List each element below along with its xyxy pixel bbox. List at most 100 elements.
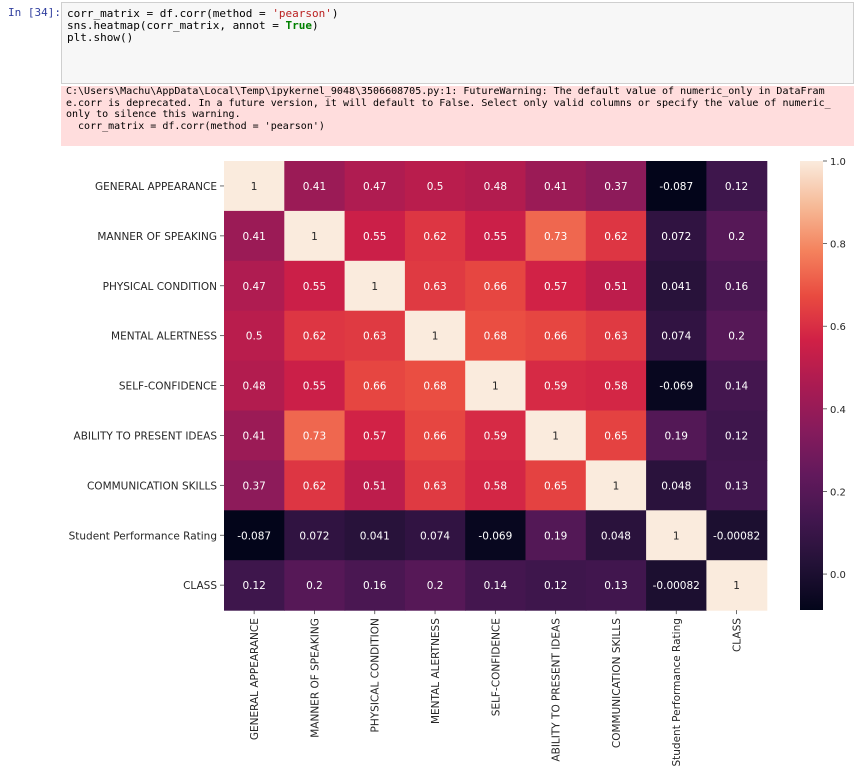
cell-annotation: 0.13 <box>604 580 627 592</box>
cell-annotation: 0.48 <box>484 181 507 193</box>
column-label: CLASS <box>732 618 744 652</box>
warning-line: e.corr is deprecated. In a future versio… <box>66 97 831 109</box>
cell-annotation: 0.68 <box>423 381 446 393</box>
heatmap-cell <box>525 360 587 412</box>
cell-annotation: 1 <box>613 480 620 492</box>
heatmap-cell <box>525 210 587 262</box>
warning-line: C:\Users\Machu\AppData\Local\Temp\ipyker… <box>66 86 825 97</box>
heatmap-cell <box>344 560 406 611</box>
cell-annotation: 0.5 <box>427 181 444 193</box>
warning-output: C:\Users\Machu\AppData\Local\Temp\ipyker… <box>61 86 854 146</box>
cell-annotation: 0.12 <box>725 430 748 442</box>
heatmap-cell <box>465 210 527 262</box>
row-label: COMMUNICATION SKILLS <box>87 480 217 492</box>
cell-annotation: 0.55 <box>484 231 507 243</box>
colorbar: 0.0 0.2 0.4 0.6 0.8 1.0 <box>800 157 846 610</box>
heatmap-cell <box>525 410 587 461</box>
heatmap-cell <box>465 510 527 561</box>
heatmap-cell <box>224 360 285 412</box>
code-token: plt.show() <box>67 31 134 44</box>
heatmap-cell <box>706 410 768 461</box>
heatmap-cell <box>706 560 768 611</box>
cell-annotation: 0.41 <box>242 231 265 243</box>
heatmap-cell <box>284 510 346 561</box>
cell-annotation: 0.65 <box>544 480 567 492</box>
heatmap-cell <box>646 560 707 611</box>
code-line: sns.heatmap(corr_matrix, annot = True) <box>67 20 848 32</box>
warning-line: corr_matrix = df.corr(method = 'pearson'… <box>66 120 325 132</box>
colorbar-gradient <box>800 161 823 610</box>
cell-annotation: 0.2 <box>427 580 444 592</box>
cell-annotation: 0.51 <box>604 281 627 293</box>
cell-annotation: 1 <box>492 381 499 393</box>
heatmap-cell <box>646 310 707 362</box>
cell-annotation: 0.12 <box>242 580 265 592</box>
cell-annotation: 0.072 <box>661 231 691 243</box>
heatmap-cell <box>284 560 346 611</box>
cell-annotation: 0.41 <box>544 181 567 193</box>
heatmap-cell <box>646 210 707 262</box>
cell-annotation: 0.048 <box>601 530 631 542</box>
heatmap-cell <box>404 560 466 611</box>
heatmap-cell <box>344 260 406 312</box>
heatmap-cell <box>706 360 768 412</box>
row-labels: GENERAL APPEARANCE MANNER OF SPEAKING PHYS… <box>69 181 224 592</box>
column-label: SELF-CONFIDENCE <box>490 618 502 716</box>
cell-annotation: 0.63 <box>423 281 446 293</box>
cell-prompt: In [34]: <box>8 6 61 19</box>
cell-annotation: 0.66 <box>423 430 447 442</box>
column-labels: GENERAL APPEARANCE MANNER OF SPEAKING PHYS… <box>249 610 744 767</box>
code-line: plt.show() <box>67 32 848 44</box>
heatmap-cell <box>284 460 346 511</box>
heatmap-cell <box>646 460 707 511</box>
heatmap-cell <box>465 460 527 511</box>
cell-annotation: 0.65 <box>604 430 627 442</box>
cell-annotation: 0.62 <box>303 331 326 343</box>
column-label: PHYSICAL CONDITION <box>370 618 382 732</box>
heatmap-cell <box>585 210 647 262</box>
cell-annotation: 0.59 <box>544 381 567 393</box>
heatmap-cell <box>284 310 346 362</box>
cell-annotation: 0.074 <box>420 530 450 542</box>
heatmap-cell <box>646 410 707 461</box>
heatmap-cell <box>585 360 647 412</box>
cell-annotation: -0.00082 <box>713 530 760 542</box>
cell-annotation: 1 <box>251 181 258 193</box>
cell-annotation: 1 <box>552 430 559 442</box>
heatmap-cell <box>224 460 285 511</box>
cell-annotation: 0.14 <box>484 580 508 592</box>
heatmap-cells: 1 0.41 0.47 0.5 0.48 0.41 0.37 -0.087 0.12 0.41 1 0… <box>224 161 768 611</box>
warning-line: only to silence this warning. <box>66 109 241 120</box>
heatmap-cell <box>585 260 647 312</box>
heatmap-cell <box>284 260 346 312</box>
cell-annotation: 0.2 <box>728 231 745 243</box>
row-label: CLASS <box>183 580 217 592</box>
cell-annotation: 0.55 <box>303 381 326 393</box>
cell-annotation: 0.16 <box>725 281 749 293</box>
cell-annotation: 0.66 <box>363 381 387 393</box>
cell-annotation: 0.12 <box>725 181 748 193</box>
cell-annotation: -0.069 <box>478 530 512 542</box>
cell-annotation: 0.41 <box>303 181 326 193</box>
colorbar-tick-label: 0.4 <box>830 405 846 416</box>
cell-annotation: 0.14 <box>725 381 749 393</box>
code-token: ) <box>331 7 339 20</box>
heatmap-cell <box>344 410 406 461</box>
cell-annotation: 0.072 <box>299 530 329 542</box>
row-label: Student Performance Rating <box>69 530 217 542</box>
column-label: GENERAL APPEARANCE <box>249 618 261 740</box>
cell-annotation: 0.58 <box>484 480 507 492</box>
heatmap-cell <box>404 410 466 461</box>
colorbar-tick-label: 0.6 <box>830 322 846 333</box>
cell-annotation: 1 <box>673 530 680 542</box>
cell-annotation: 0.048 <box>661 480 691 492</box>
cell-annotation: 0.62 <box>303 480 326 492</box>
heatmap-cell <box>465 310 527 362</box>
cell-annotation: -0.00082 <box>653 580 700 592</box>
cell-annotation: 0.2 <box>306 580 323 592</box>
code-cell[interactable]: corr_matrix = df.corr(method = 'pearson'… <box>61 2 854 84</box>
heatmap-cell <box>465 360 527 412</box>
cell-annotation: 0.074 <box>661 331 691 343</box>
heatmap-cell <box>465 260 527 312</box>
